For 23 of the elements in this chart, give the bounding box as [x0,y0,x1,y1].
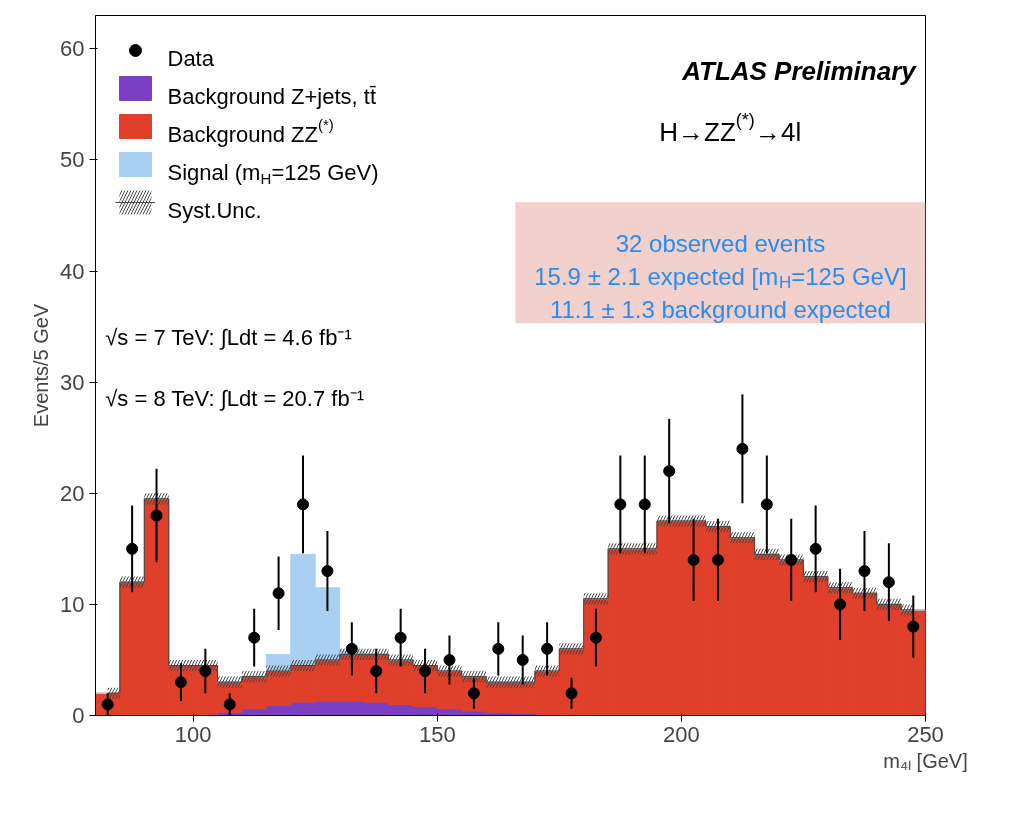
y-tick-label: 60 [60,36,85,62]
y-tick-label: 30 [60,369,85,395]
legend-label: Background Z+jets, tt̄ [167,84,376,109]
annotation: √s = 7 TeV: ∫Ldt = 4.6 fb⁻¹ [105,325,352,351]
annotation: √s = 8 TeV: ∫Ldt = 20.7 fb⁻¹ [105,386,364,412]
y-tick-label: 40 [60,258,85,284]
y-tick-label: 0 [72,703,85,728]
y-tick-label: 20 [60,480,85,506]
y-axis-title: Events/5 GeV [30,303,53,428]
x-tick-label: 200 [663,721,700,747]
x-tick-label: 250 [907,721,944,747]
y-tick-label: 10 [60,591,85,617]
legend-label: Data [167,46,215,71]
annotation: ATLAS Preliminary [681,56,918,87]
x-axis-title: m₄ₗ [GeV] [883,749,968,772]
legend-label: Background ZZ(*) [167,116,334,147]
annotation: 11.1 ± 1.3 background expected [549,296,891,324]
x-tick-label: 100 [174,721,212,747]
annotation: H→ZZ(*)→4l [659,110,802,148]
y-tick-label: 50 [60,147,85,173]
x-tick-label: 150 [418,721,456,747]
annotation: 32 observed events [615,229,826,257]
legend-label: Syst.Unc. [167,198,262,223]
